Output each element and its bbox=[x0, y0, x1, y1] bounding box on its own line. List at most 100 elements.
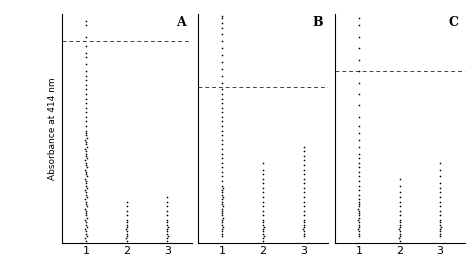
Point bbox=[82, 193, 90, 197]
Point bbox=[355, 222, 363, 227]
Point bbox=[355, 69, 363, 73]
Point bbox=[300, 195, 308, 199]
Point bbox=[219, 25, 226, 30]
Point bbox=[82, 184, 90, 188]
Point bbox=[82, 218, 89, 222]
Point bbox=[82, 209, 90, 213]
Point bbox=[82, 62, 90, 67]
Point bbox=[82, 131, 90, 135]
Point bbox=[355, 218, 362, 222]
Point bbox=[437, 174, 444, 179]
Point bbox=[82, 110, 90, 115]
Point bbox=[355, 156, 363, 160]
Point bbox=[259, 186, 267, 190]
Point bbox=[300, 222, 308, 227]
Point bbox=[355, 170, 363, 174]
Point bbox=[355, 92, 363, 96]
Point bbox=[123, 209, 130, 213]
Point bbox=[82, 179, 90, 183]
Point bbox=[219, 124, 226, 128]
Point bbox=[259, 238, 267, 243]
Point bbox=[219, 213, 226, 217]
Point bbox=[219, 204, 227, 208]
Point bbox=[259, 222, 267, 227]
Point bbox=[355, 197, 363, 201]
Point bbox=[300, 181, 308, 185]
Point bbox=[355, 220, 363, 224]
Point bbox=[437, 220, 444, 224]
Point bbox=[300, 204, 308, 208]
Point bbox=[83, 225, 91, 229]
Point bbox=[300, 209, 308, 213]
Point bbox=[219, 211, 226, 215]
Point bbox=[355, 144, 363, 149]
Point bbox=[82, 190, 90, 195]
Point bbox=[355, 23, 363, 28]
Point bbox=[219, 39, 226, 44]
Point bbox=[219, 142, 226, 147]
Point bbox=[82, 44, 90, 48]
Point bbox=[259, 190, 267, 195]
Point bbox=[259, 220, 267, 224]
Point bbox=[355, 202, 363, 206]
Point bbox=[300, 234, 308, 238]
Point bbox=[219, 174, 226, 179]
Point bbox=[396, 234, 404, 238]
Point bbox=[164, 222, 171, 227]
Point bbox=[82, 128, 90, 133]
Point bbox=[396, 229, 403, 233]
Point bbox=[123, 232, 130, 236]
Point bbox=[164, 213, 171, 217]
Point bbox=[355, 188, 363, 192]
Point bbox=[83, 195, 91, 199]
Point bbox=[259, 177, 267, 181]
Point bbox=[82, 18, 90, 23]
Point bbox=[300, 200, 308, 204]
Point bbox=[82, 161, 90, 165]
Point bbox=[355, 206, 362, 211]
Point bbox=[219, 105, 226, 110]
Point bbox=[259, 200, 267, 204]
Point bbox=[82, 149, 90, 153]
Point bbox=[300, 186, 308, 190]
Point bbox=[355, 179, 363, 183]
Point bbox=[82, 211, 90, 215]
Point bbox=[355, 46, 363, 50]
Point bbox=[82, 197, 89, 201]
Point bbox=[300, 218, 308, 222]
Point bbox=[396, 209, 403, 213]
Point bbox=[82, 51, 90, 55]
Point bbox=[259, 195, 267, 199]
Point bbox=[355, 229, 363, 233]
Point bbox=[437, 161, 444, 165]
Point bbox=[219, 220, 226, 224]
Point bbox=[259, 167, 267, 172]
Point bbox=[83, 144, 91, 149]
Point bbox=[164, 225, 172, 229]
Point bbox=[123, 200, 130, 204]
Point bbox=[396, 190, 403, 195]
Point bbox=[82, 222, 90, 227]
Point bbox=[219, 151, 226, 156]
Point bbox=[437, 232, 444, 236]
Point bbox=[355, 211, 363, 215]
Point bbox=[218, 197, 226, 201]
Point bbox=[437, 204, 444, 208]
Point bbox=[437, 195, 444, 199]
Point bbox=[396, 225, 404, 229]
Point bbox=[259, 236, 266, 240]
Point bbox=[219, 73, 226, 78]
Point bbox=[259, 204, 267, 208]
Point bbox=[259, 181, 267, 185]
Point bbox=[164, 218, 171, 222]
Point bbox=[219, 128, 226, 133]
Point bbox=[82, 34, 90, 39]
Point bbox=[259, 218, 267, 222]
Point bbox=[355, 124, 363, 128]
Point bbox=[164, 229, 171, 233]
Point bbox=[82, 119, 90, 124]
Point bbox=[396, 200, 403, 204]
Point bbox=[82, 172, 90, 176]
Point bbox=[396, 213, 403, 217]
Point bbox=[300, 163, 308, 167]
